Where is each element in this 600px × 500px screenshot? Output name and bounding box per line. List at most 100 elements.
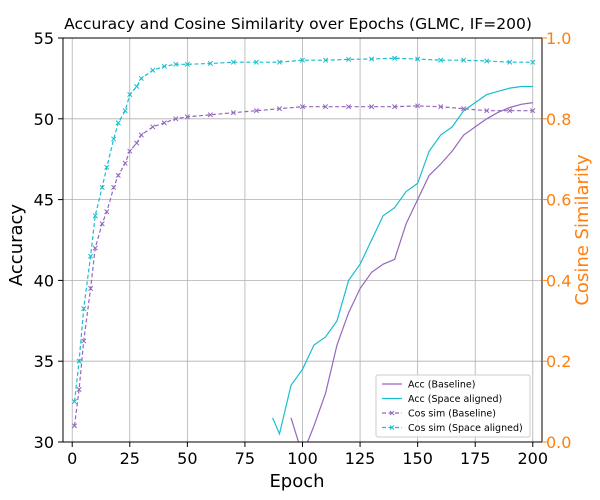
series-marker (161, 120, 167, 126)
series-marker (299, 104, 306, 110)
series-marker (138, 132, 144, 138)
x-tick-label: 125 (345, 449, 376, 468)
y-axis-right: 0.0 0.2 0.4 0.6 0.8 1.0 (542, 29, 571, 452)
series-marker (207, 60, 213, 67)
series-marker (173, 116, 179, 122)
x-tick-label: 200 (518, 449, 549, 468)
series-marker (276, 59, 283, 65)
series-marker (299, 57, 306, 63)
series-line-0 (290, 102, 533, 442)
series-marker (392, 55, 398, 61)
series-marker (161, 63, 167, 69)
x-tick-label: 25 (120, 449, 140, 468)
series-marker (392, 104, 398, 110)
y2-tick-label: 0.6 (546, 191, 571, 210)
series-marker (530, 108, 536, 114)
series-marker (253, 59, 259, 65)
x-tick-label: 50 (177, 449, 197, 468)
series-marker (76, 386, 82, 393)
series-2 (71, 103, 536, 429)
y-tick-label: 55 (34, 29, 54, 48)
series-marker (415, 56, 421, 62)
series-marker (111, 136, 117, 142)
series-marker (184, 114, 190, 120)
series-marker (127, 92, 133, 98)
series-marker (461, 106, 467, 112)
y2-tick-label: 0.0 (546, 433, 571, 452)
y2-tick-label: 0.8 (546, 110, 571, 129)
series-marker (134, 83, 140, 90)
legend-box (375, 374, 531, 438)
series-marker (461, 57, 467, 63)
series-marker (369, 56, 375, 62)
series-1 (272, 85, 533, 436)
series-marker (122, 108, 128, 114)
legend-label: Acc (Baseline) (408, 380, 476, 391)
y-tick-label: 30 (34, 433, 54, 452)
series-marker (530, 59, 536, 65)
legend-label: Cos sim (Space aligned) (408, 423, 523, 434)
x-tick-label: 0 (67, 449, 77, 468)
x-tick-label: 75 (235, 449, 255, 468)
series-marker (92, 245, 98, 251)
series-marker (81, 338, 87, 344)
x-tick-label: 100 (287, 449, 318, 468)
series-marker (134, 140, 140, 146)
y-tick-label: 45 (34, 191, 54, 210)
series-marker (230, 59, 236, 65)
series-marker (322, 57, 329, 63)
series-marker (184, 61, 190, 67)
legend-label: Cos sim (Baseline) (408, 409, 496, 420)
series-marker (122, 160, 128, 166)
y-tick-label: 40 (34, 271, 54, 290)
series-0 (290, 102, 533, 442)
y2-tick-label: 0.2 (546, 352, 571, 371)
y-tick-label: 50 (34, 110, 54, 129)
series-line-1 (272, 85, 533, 436)
series-marker (207, 112, 213, 118)
legend-marker (389, 425, 395, 430)
series-line-3 (73, 57, 533, 402)
series-line-2 (73, 105, 533, 426)
y2-tick-label: 0.4 (546, 271, 571, 290)
y-tick-label: 35 (34, 352, 54, 371)
series-marker (81, 306, 87, 312)
series-marker (507, 59, 513, 65)
series-marker (322, 104, 329, 110)
series-marker (253, 108, 259, 114)
series-marker (415, 103, 421, 109)
series-marker (484, 58, 490, 64)
y-axis-left: 30 35 40 45 50 55 (34, 29, 63, 452)
series-marker (346, 104, 352, 110)
y-axis-label: Accuracy (6, 204, 27, 287)
series-marker (276, 106, 283, 112)
legend-label: Acc (Space aligned) (408, 394, 502, 405)
series-marker (173, 61, 179, 67)
series-marker (150, 67, 156, 73)
series-marker (99, 221, 105, 227)
series-marker (230, 110, 236, 116)
series-marker (104, 209, 110, 215)
series-marker (71, 423, 78, 429)
series-marker (138, 75, 144, 81)
series-marker (369, 104, 375, 110)
x-tick-label: 150 (402, 449, 433, 468)
x-axis-label: Epoch (269, 471, 324, 492)
series-marker (507, 108, 513, 114)
series-marker (111, 184, 117, 191)
series-marker (484, 108, 490, 114)
y2-tick-label: 1.0 (546, 29, 571, 48)
series-marker (438, 104, 444, 110)
series-layer (71, 55, 536, 442)
series-marker (99, 184, 105, 191)
series-marker (127, 148, 133, 154)
series-marker (88, 253, 94, 259)
chart-title: Accuracy and Cosine Similarity over Epoc… (64, 15, 532, 33)
series-marker (115, 172, 121, 178)
series-3 (71, 55, 536, 405)
series-marker (438, 57, 444, 63)
x-axis: 0 25 50 75 100 125 150 175 200 (67, 442, 548, 468)
series-marker (115, 120, 121, 126)
series-marker (104, 164, 110, 170)
